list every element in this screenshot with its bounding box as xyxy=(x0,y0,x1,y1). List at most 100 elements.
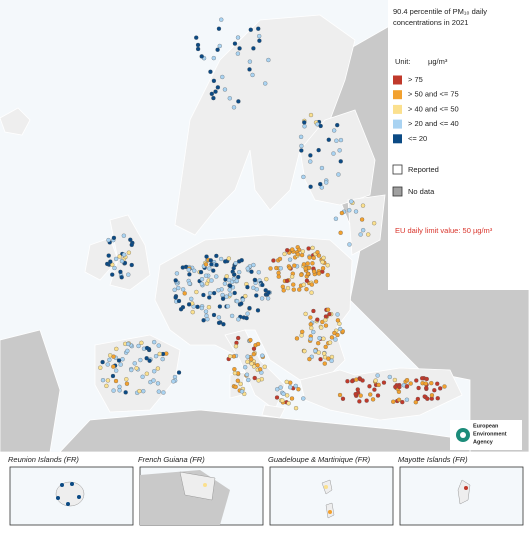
station xyxy=(251,346,257,351)
legend-swatch xyxy=(393,104,402,114)
station xyxy=(337,148,342,153)
station xyxy=(235,35,241,40)
station xyxy=(432,388,437,393)
station xyxy=(211,78,217,83)
station xyxy=(323,323,329,328)
station xyxy=(182,291,187,296)
agency: Environment xyxy=(473,431,507,437)
station xyxy=(118,362,123,367)
station xyxy=(203,273,209,278)
station xyxy=(245,359,250,364)
station xyxy=(211,290,217,296)
reported-swatch xyxy=(392,164,403,175)
station xyxy=(156,343,161,348)
station xyxy=(264,277,269,282)
station xyxy=(231,276,236,281)
station xyxy=(152,339,157,345)
station xyxy=(305,261,310,266)
station xyxy=(60,483,64,487)
station xyxy=(195,304,200,309)
station xyxy=(125,348,130,354)
station xyxy=(140,374,145,379)
legend-panel xyxy=(388,0,529,290)
station xyxy=(256,26,261,31)
station xyxy=(350,379,355,384)
station xyxy=(56,496,60,500)
land xyxy=(179,471,216,501)
station xyxy=(201,292,206,298)
station xyxy=(381,380,387,385)
legend-label: > 40 and <= 50 xyxy=(408,104,459,113)
station xyxy=(199,281,205,287)
station xyxy=(442,384,447,389)
station xyxy=(151,378,156,383)
station xyxy=(280,284,285,289)
station xyxy=(263,81,268,86)
station xyxy=(335,122,340,128)
station xyxy=(299,333,304,338)
station xyxy=(232,272,237,277)
station xyxy=(187,272,192,277)
station xyxy=(218,256,224,262)
station xyxy=(204,254,209,259)
station xyxy=(243,293,248,299)
station xyxy=(100,378,106,383)
legend-swatch xyxy=(393,134,402,144)
station xyxy=(284,379,289,385)
station xyxy=(215,85,221,90)
station xyxy=(229,313,235,319)
station xyxy=(404,384,410,389)
station xyxy=(345,379,350,384)
station xyxy=(360,203,366,208)
station xyxy=(335,332,340,338)
station xyxy=(249,361,254,366)
station xyxy=(220,74,225,80)
station xyxy=(328,510,332,514)
station xyxy=(277,256,283,262)
station xyxy=(243,365,248,370)
station xyxy=(117,384,122,389)
station xyxy=(199,54,204,59)
station xyxy=(216,288,221,293)
station xyxy=(413,400,418,405)
station xyxy=(313,348,318,353)
station xyxy=(232,290,237,296)
station xyxy=(225,304,231,309)
station xyxy=(372,221,377,226)
station xyxy=(387,374,392,380)
island xyxy=(457,479,471,505)
legend-swatch xyxy=(393,119,402,129)
station xyxy=(359,217,365,222)
station xyxy=(338,326,343,332)
station xyxy=(211,95,216,101)
station xyxy=(111,235,117,241)
island xyxy=(55,481,85,507)
station xyxy=(137,388,142,394)
station xyxy=(231,105,237,110)
station xyxy=(209,278,214,283)
insets: Reunion Islands (FR) French Guiana (FR) Gu… xyxy=(8,455,524,526)
station xyxy=(319,325,324,330)
station xyxy=(113,256,119,262)
station xyxy=(192,268,197,273)
station xyxy=(189,296,194,302)
station xyxy=(340,396,346,401)
station xyxy=(209,262,214,267)
station xyxy=(226,256,231,261)
station xyxy=(217,43,222,49)
station xyxy=(296,387,301,392)
station xyxy=(415,396,421,402)
station xyxy=(325,272,330,278)
station xyxy=(262,364,267,369)
station xyxy=(186,267,191,273)
station xyxy=(349,199,354,204)
station xyxy=(126,272,131,277)
station xyxy=(308,112,314,118)
station xyxy=(300,249,305,254)
station xyxy=(211,312,217,318)
station xyxy=(295,252,301,257)
station xyxy=(155,366,161,371)
station xyxy=(309,282,315,287)
station xyxy=(285,393,290,398)
station xyxy=(311,269,317,274)
